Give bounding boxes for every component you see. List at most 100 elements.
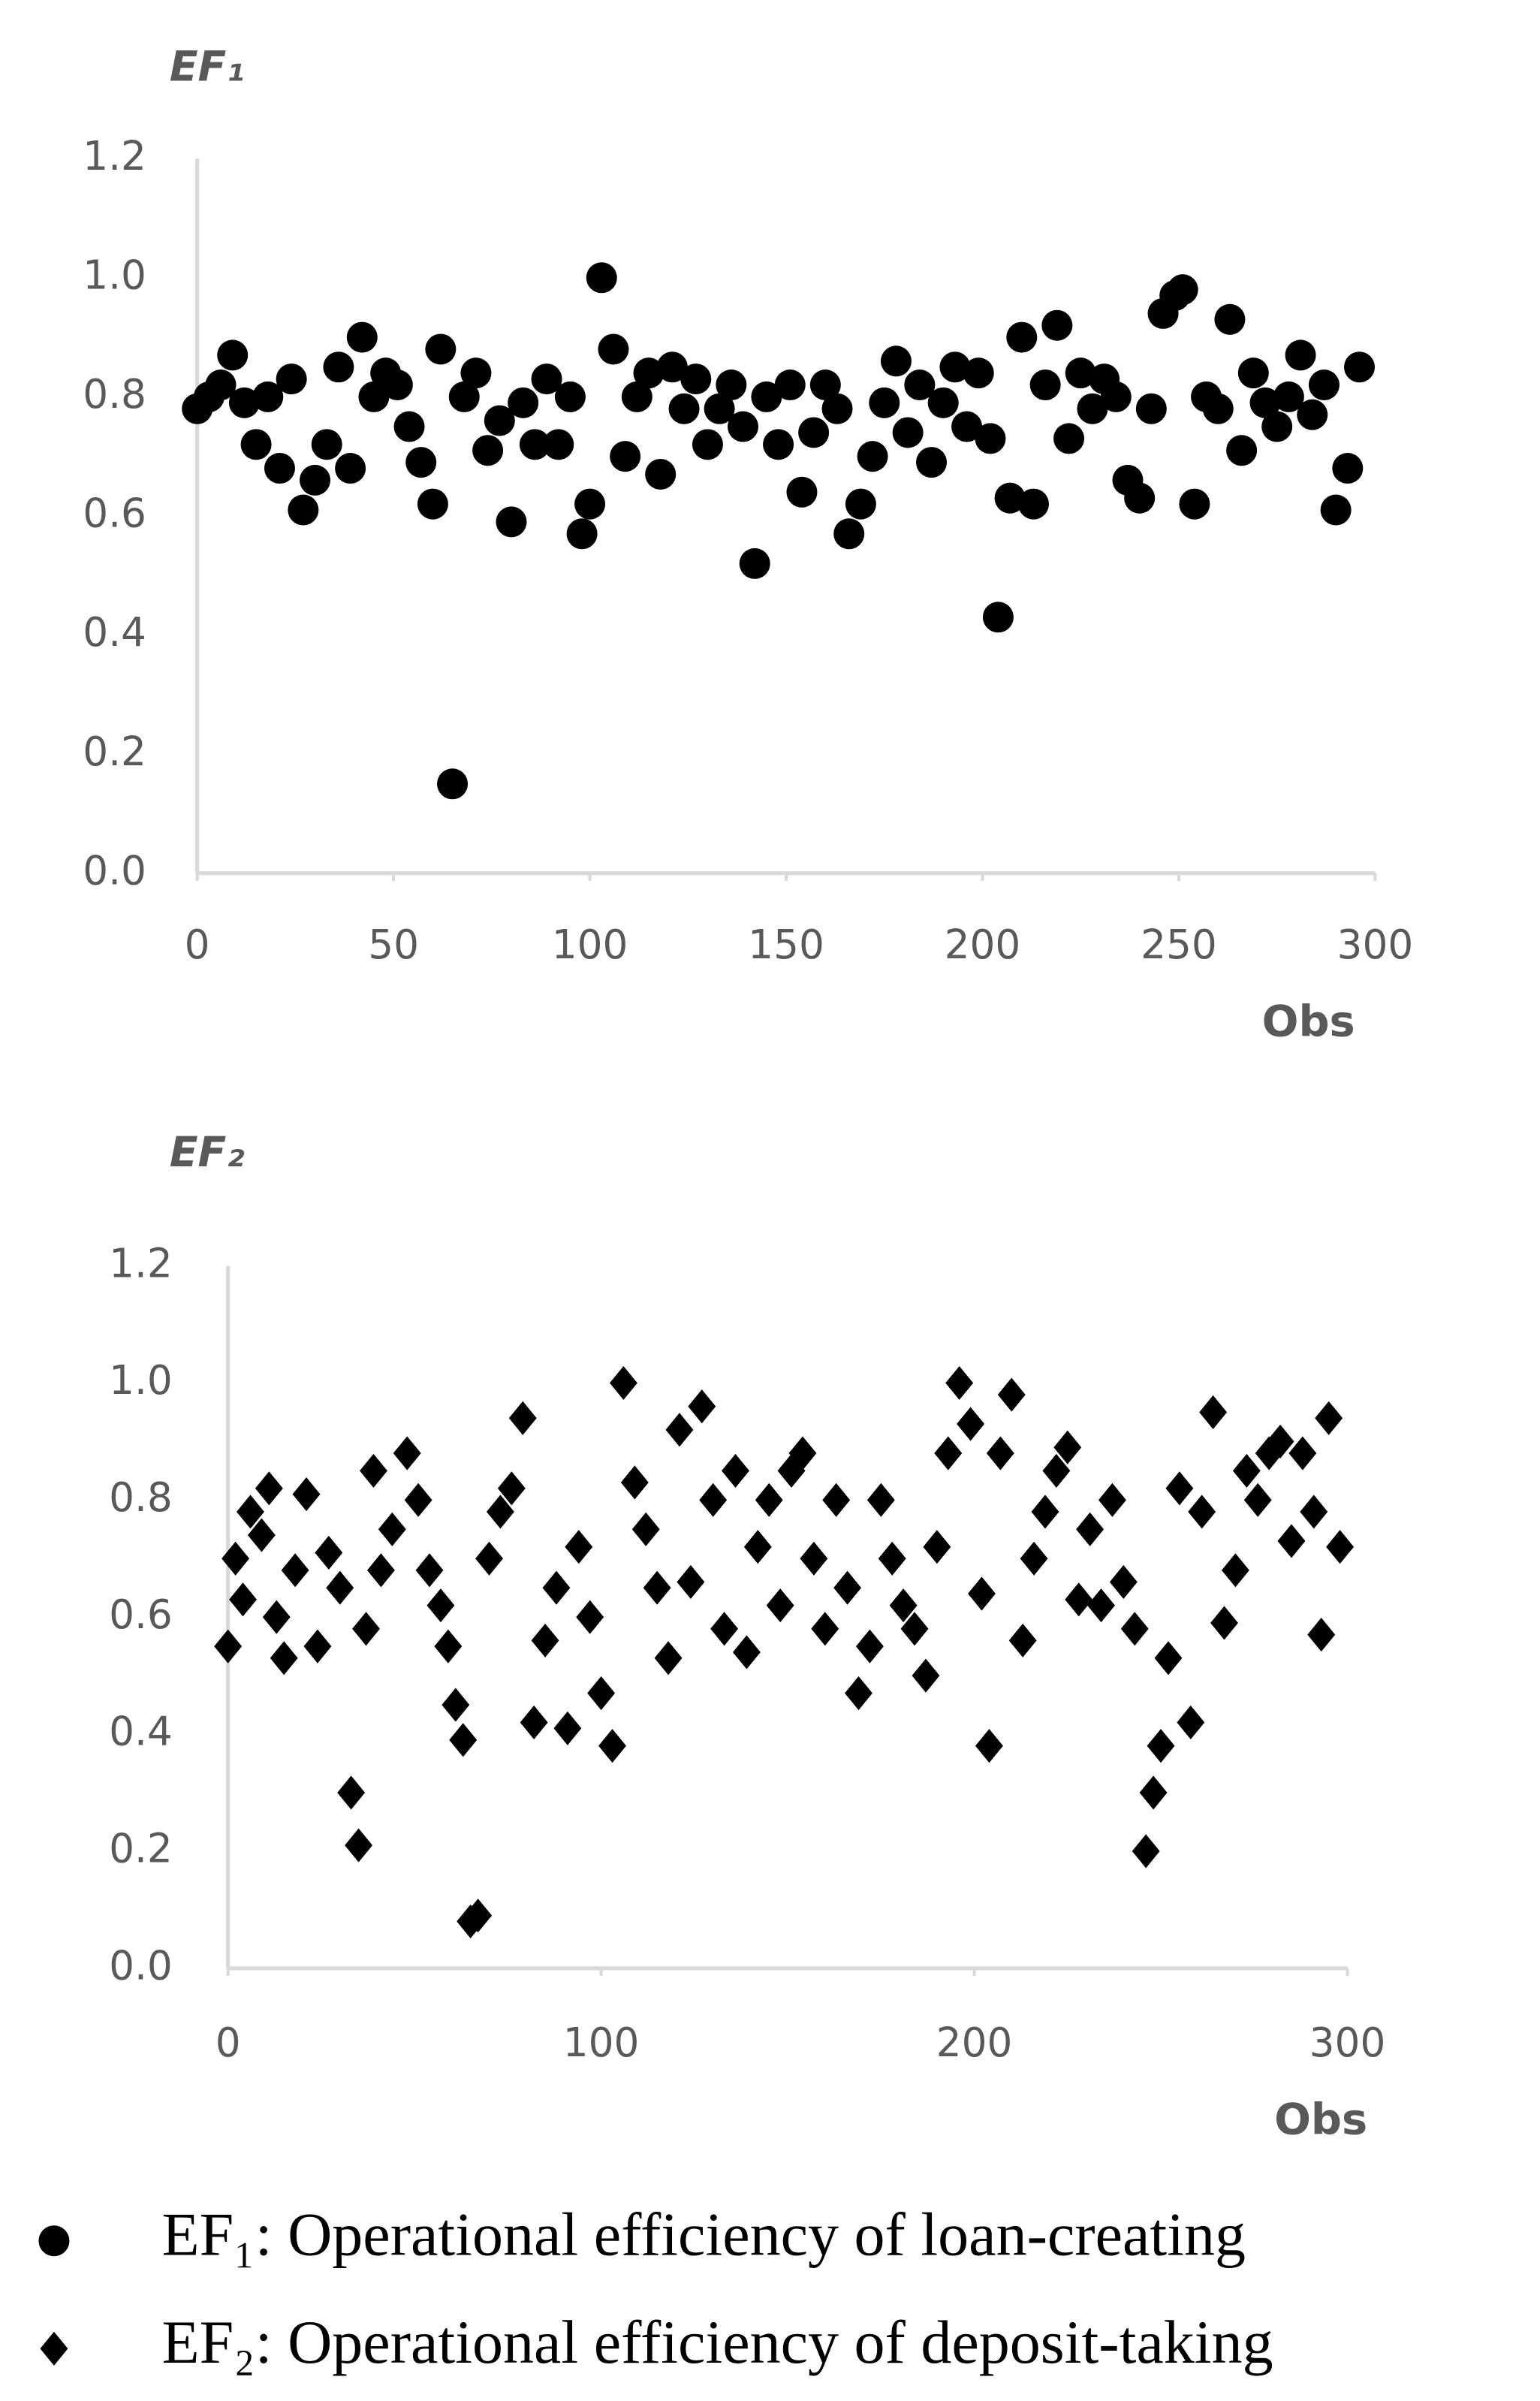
point	[270, 1641, 298, 1676]
point	[288, 494, 319, 526]
point	[415, 1553, 444, 1588]
x-tick-label: 300	[1309, 2019, 1386, 2066]
point	[574, 488, 606, 520]
point	[1179, 488, 1210, 520]
point	[1188, 1495, 1216, 1529]
y-tick-label: 1.2	[109, 1240, 173, 1286]
point	[927, 387, 959, 418]
point	[665, 1413, 694, 1447]
point	[449, 1723, 478, 1757]
x-tick-label: 100	[563, 2019, 640, 2066]
point	[1165, 1471, 1194, 1506]
point	[1332, 453, 1364, 484]
point	[1120, 1612, 1149, 1646]
point	[716, 370, 747, 401]
x-tick-label: 0	[215, 2019, 241, 2066]
point	[743, 1530, 772, 1564]
chart-title: EF₂	[170, 1129, 245, 1177]
point	[633, 357, 665, 389]
y-tick-label: 0.2	[83, 728, 146, 775]
point	[631, 1512, 660, 1546]
point	[968, 1576, 996, 1611]
point	[497, 1471, 526, 1506]
point	[680, 363, 712, 395]
point	[228, 387, 260, 418]
point	[866, 1483, 895, 1517]
point	[1017, 488, 1049, 520]
point	[1006, 321, 1038, 353]
point	[1221, 1553, 1249, 1588]
point	[587, 1676, 616, 1711]
point	[645, 458, 677, 490]
x-tick-label: 200	[945, 921, 1021, 968]
y-tick-label: 1.0	[83, 252, 146, 298]
point	[426, 1588, 455, 1623]
x-tick-label: 100	[552, 921, 628, 968]
point	[1315, 1401, 1343, 1435]
point	[900, 1612, 929, 1646]
point	[982, 602, 1014, 633]
point	[1087, 1588, 1115, 1623]
point	[335, 453, 366, 484]
point	[346, 321, 378, 353]
point	[963, 357, 994, 389]
point	[205, 370, 237, 401]
y-tick-label: 0.4	[109, 1709, 173, 1755]
point	[1008, 1623, 1037, 1657]
point	[677, 1564, 705, 1600]
y-tick-label: 0.6	[83, 490, 146, 537]
point	[404, 1483, 432, 1517]
point	[945, 1365, 974, 1401]
point	[1277, 1524, 1306, 1558]
point	[586, 262, 617, 294]
legend-label: EF₁: Operational efficiency of loan-crea…	[161, 2200, 1246, 2269]
point	[997, 1377, 1026, 1412]
point	[620, 1465, 649, 1500]
point	[878, 1541, 906, 1576]
point	[519, 429, 550, 460]
point	[442, 1688, 470, 1722]
point	[975, 1729, 1003, 1763]
point	[543, 429, 574, 460]
point	[774, 370, 806, 401]
point	[1139, 1775, 1168, 1810]
point	[437, 768, 469, 800]
x-tick-label: 200	[936, 2019, 1013, 2066]
point	[1053, 423, 1085, 454]
point	[654, 1641, 683, 1676]
point	[739, 547, 770, 579]
point	[358, 381, 390, 412]
point	[1029, 370, 1061, 401]
point	[732, 1635, 761, 1670]
point	[986, 1436, 1014, 1470]
point	[692, 429, 723, 460]
x-tick-label: 250	[1141, 921, 1217, 968]
chart-title: EF₁	[170, 43, 245, 91]
point	[833, 1570, 862, 1605]
point	[1147, 1729, 1175, 1763]
point	[531, 1623, 559, 1657]
x-tick-label: 150	[748, 921, 824, 968]
point	[1214, 303, 1246, 335]
point	[1285, 339, 1316, 371]
point	[1261, 411, 1293, 442]
point	[553, 1711, 582, 1745]
point	[576, 1600, 604, 1634]
point	[798, 417, 830, 448]
x-axis-label: Obs	[1274, 2094, 1367, 2144]
point	[472, 435, 504, 466]
point	[417, 488, 448, 520]
point	[1326, 1530, 1355, 1564]
point	[755, 1483, 783, 1517]
y-tick-label: 1.0	[109, 1357, 173, 1404]
legend-label: EF₂: Operational efficiency of deposit-t…	[161, 2308, 1273, 2376]
point	[892, 417, 924, 448]
point	[281, 1553, 309, 1588]
point	[643, 1570, 671, 1605]
point	[1273, 381, 1304, 412]
point	[1243, 1483, 1272, 1517]
point	[496, 506, 527, 538]
point	[951, 411, 983, 442]
point	[722, 1453, 749, 1488]
point	[222, 1541, 250, 1576]
